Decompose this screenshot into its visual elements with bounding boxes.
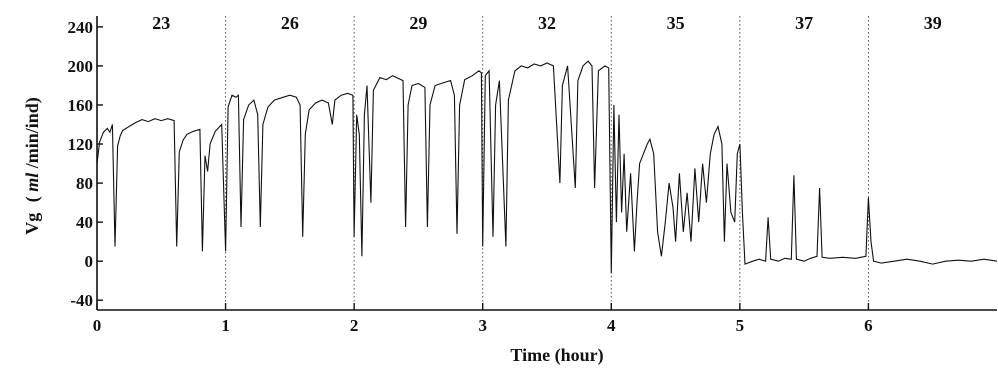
segment-label: 29 (409, 13, 427, 33)
x-tick-label: 4 (607, 316, 616, 335)
y-tick-label: 0 (85, 252, 94, 271)
y-tick-label: -40 (70, 291, 93, 310)
x-tick-label: 0 (93, 316, 102, 335)
x-tick-label: 2 (350, 316, 359, 335)
y-axis-ticks: -40 0 40 80 120 160 200 240 (68, 18, 103, 310)
segment-label: 39 (924, 13, 942, 33)
y-axis-title-prefix: Vg (22, 213, 42, 235)
segment-label: 32 (538, 13, 556, 33)
y-tick-label: 200 (68, 57, 94, 76)
y-axis-title-unit-italic: ml (22, 173, 42, 192)
x-axis-title: Time (hour) (510, 345, 603, 366)
segment-label: 23 (152, 13, 170, 33)
y-tick-label: 80 (76, 174, 93, 193)
segment-label: 35 (667, 13, 685, 33)
plot-frame (96, 16, 997, 311)
segment-dividers (225, 16, 869, 310)
y-axis-title-unit-rest: /min/ind) (22, 97, 43, 169)
y-tick-label: 160 (68, 96, 94, 115)
y-axis-title-open: ( (22, 196, 43, 202)
segment-label: 26 (281, 13, 299, 33)
x-tick-label: 1 (221, 316, 230, 335)
y-tick-label: 120 (68, 135, 94, 154)
segment-labels: 23 26 29 32 35 37 39 (152, 13, 941, 33)
segment-label: 37 (795, 13, 813, 33)
y-tick-label: 240 (68, 18, 94, 37)
x-tick-label: 5 (736, 316, 745, 335)
y-axis-title: Vg ( ml /min/ind) (22, 97, 43, 235)
x-tick-label: 6 (864, 316, 873, 335)
series-line (96, 60, 998, 273)
x-axis-ticks: 0 1 2 3 4 5 6 (93, 303, 873, 335)
y-tick-label: 40 (76, 213, 93, 232)
x-tick-label: 3 (478, 316, 487, 335)
